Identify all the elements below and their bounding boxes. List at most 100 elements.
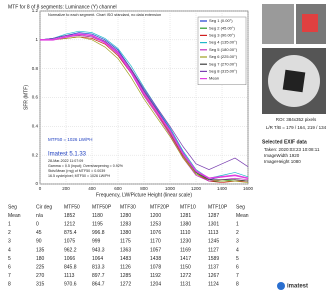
- table-cell: 1127: [208, 247, 219, 253]
- table-cell: 999: [92, 239, 101, 245]
- table-cell: 1200: [150, 213, 161, 219]
- table-header: MTF10: [180, 204, 196, 210]
- table-cell: 45: [36, 230, 42, 236]
- table-cell: 1852: [64, 213, 75, 219]
- table-cell: 1438: [150, 256, 161, 262]
- legend-label: Seg 6 (225.00°): [209, 54, 238, 59]
- table-cell: 1380: [180, 222, 191, 228]
- legend-label: Seg 2 (45.00°): [209, 25, 236, 30]
- table-cell: 1137: [208, 265, 219, 271]
- table-cell: 5: [236, 256, 239, 262]
- table-cell: 8: [8, 282, 11, 288]
- table-cell: 1076: [150, 230, 161, 236]
- table-cell: 3: [236, 239, 239, 245]
- table-cell: 90: [36, 239, 42, 245]
- table-cell: 135: [36, 247, 45, 253]
- table-header: MTF20P: [150, 204, 170, 210]
- exif-line: ImageWidth 1920: [264, 153, 300, 158]
- table-header: MTF50P: [92, 204, 112, 210]
- logo-icon: [277, 282, 285, 290]
- table-cell: 1113: [208, 230, 219, 236]
- chart-title: MTF for 8 of 8 segments: Luminance (Y) c…: [8, 4, 117, 10]
- table-cell: 970.6: [64, 282, 77, 288]
- table-cell: 5: [8, 256, 11, 262]
- lrtb-text: L/R T/B = 179 / 164, 219 / 134: [266, 125, 327, 130]
- roi-text: ROI: 384x352 pixels: [276, 117, 317, 122]
- y-axis-label: SFR (MTF): [23, 85, 29, 110]
- table-cell: 1272: [180, 273, 191, 279]
- table-cell: 1417: [180, 256, 191, 262]
- table-cell: 1131: [180, 282, 191, 288]
- exif-line: ImageHeight 1080: [264, 159, 301, 164]
- annotation: 16.5 cycle/pixel; MTF50 = 1026 LW/PH: [48, 174, 111, 178]
- table-cell: 1113: [64, 273, 75, 279]
- table-cell: 1280: [120, 213, 131, 219]
- table-cell: 315: [36, 282, 45, 288]
- table-cell: 897.7: [92, 273, 105, 279]
- table-cell: 1150: [180, 265, 191, 271]
- table-cell: 6: [236, 265, 239, 271]
- annotation: 28-Mar-2022 11:07:09: [48, 159, 83, 163]
- table-cell: 1170: [150, 239, 161, 245]
- table-cell: 813.3: [92, 265, 105, 271]
- legend-label: Seg 3 (90.00°): [209, 32, 236, 37]
- y-tick-label: 1.2: [32, 8, 39, 13]
- table-cell: 1272: [120, 282, 131, 288]
- table-cell: 1380: [120, 230, 131, 236]
- legend-label: Seg 1 (0.00°): [209, 18, 233, 23]
- table-cell: 2: [8, 230, 11, 236]
- table-cell: 845.8: [64, 265, 77, 271]
- table-cell: 1066: [64, 256, 75, 262]
- annotation: Stdv/Mean (rng) of MTF50 = 0.0039: [48, 169, 105, 173]
- table-cell: 6: [8, 265, 11, 271]
- table-cell: 1110: [180, 230, 191, 236]
- table-cell: 1180: [92, 213, 103, 219]
- table-cell: 4: [236, 247, 239, 253]
- table-cell: 943.3: [92, 247, 105, 253]
- table-cell: 1281: [180, 213, 191, 219]
- x-tick-label: 400: [88, 186, 96, 191]
- table-header: Seg: [236, 204, 245, 210]
- table-cell: 2: [236, 230, 239, 236]
- page: MTF for 8 of 8 segments: Luminance (Y) c…: [0, 0, 328, 297]
- table-cell: 1204: [150, 282, 161, 288]
- table-cell: 1: [236, 222, 239, 228]
- table-cell: 1: [8, 222, 11, 228]
- table-cell: 1287: [208, 213, 219, 219]
- table-cell: 225: [36, 265, 45, 271]
- table-cell: Mean: [236, 213, 249, 219]
- y-tick-label: 0.6: [32, 95, 39, 100]
- table-cell: 7: [8, 273, 11, 279]
- table-cell: 1230: [180, 239, 191, 245]
- x-tick-label: 800: [140, 186, 148, 191]
- annotation: MTF50 = 1026 LW/PH: [48, 137, 93, 142]
- table-cell: 3: [8, 239, 11, 245]
- table-cell: 1301: [208, 222, 219, 228]
- table-cell: 4: [8, 247, 11, 253]
- table-cell: 1064: [92, 256, 103, 262]
- table-cell: 1126: [120, 265, 131, 271]
- x-tick-label: 1200: [191, 186, 202, 191]
- table-header: Seg: [8, 204, 17, 210]
- table-cell: 0: [36, 222, 39, 228]
- legend-label: Seg 4 (135.00°): [209, 40, 238, 45]
- table-cell: 1253: [150, 222, 161, 228]
- table-header: MTF10P: [208, 204, 228, 210]
- table-cell: 1169: [180, 247, 191, 253]
- x-tick-label: 1000: [165, 186, 176, 191]
- table-cell: 996.8: [92, 230, 105, 236]
- table-cell: 864.7: [92, 282, 105, 288]
- table-header: MTF30: [120, 204, 136, 210]
- table-cell: 1363: [120, 247, 131, 253]
- table-cell: 1589: [208, 256, 219, 262]
- y-tick-label: 0.4: [32, 124, 39, 129]
- table-cell: 1124: [208, 282, 219, 288]
- table-header: Cir deg: [36, 204, 52, 210]
- table-cell: 1212: [64, 222, 75, 228]
- table-cell: 1195: [92, 222, 103, 228]
- thumbnail: [262, 4, 294, 44]
- table-cell: 1285: [120, 273, 131, 279]
- table-cell: Mean: [8, 213, 21, 219]
- legend-label: Seg 5 (180.00°): [209, 47, 238, 52]
- annotation: Imatest 5.1.33: [48, 152, 87, 158]
